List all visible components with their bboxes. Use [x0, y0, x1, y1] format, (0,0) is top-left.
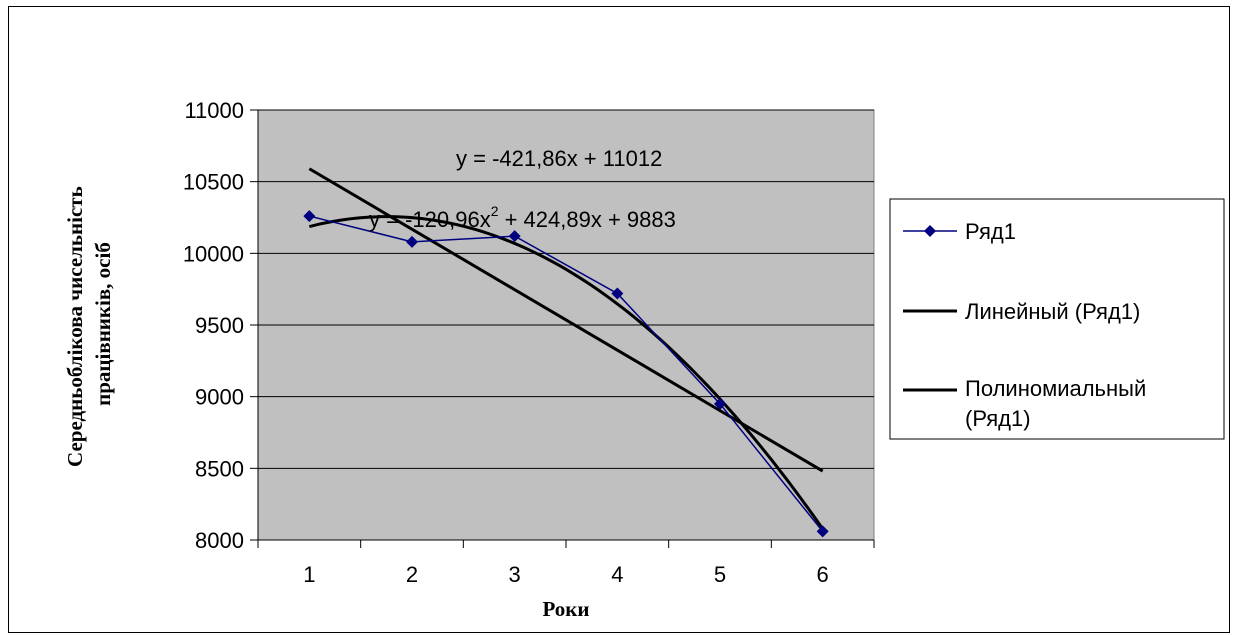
x-tick-label: 1 [303, 562, 315, 587]
series-line [309, 215, 824, 532]
gridlines [258, 109, 874, 469]
y-tick-label: 9500 [195, 313, 244, 338]
x-axis-title: Роки [542, 597, 589, 621]
x-tick-label: 6 [817, 562, 829, 587]
y-axis-title-line-1: Середньоблікова чисельність [63, 186, 87, 467]
legend-item-poly: Полиномиальный (Ряд1) [903, 376, 1152, 431]
series-markers [303, 210, 829, 538]
x-tick-label: 2 [406, 562, 418, 587]
series-lines [309, 215, 824, 532]
legend: Ряд1 Линейный (Ряд1) Полиномиальный (Ряд… [889, 198, 1225, 440]
legend-label-linear: Линейный (Ряд1) [965, 299, 1140, 324]
poly-eq-part-2: + 424,89x + 9883 [498, 207, 675, 232]
data-point-marker [303, 210, 316, 223]
legend-item-series: Ряд1 [903, 219, 1016, 244]
x-tick-label: 4 [611, 562, 623, 587]
y-tick-label: 8000 [195, 528, 244, 553]
linear-trend-equation: y = -421,86x + 11012 [456, 146, 662, 171]
legend-label-poly-line-2: (Ряд1) [965, 406, 1031, 431]
data-point-marker [406, 235, 418, 248]
y-tick-label: 10000 [183, 241, 244, 266]
data-point-marker [816, 525, 829, 538]
legend-item-linear: Линейный (Ряд1) [903, 299, 1140, 324]
data-point-marker [611, 287, 624, 300]
y-tick-label: 10500 [183, 170, 244, 195]
poly-eq-part-1: y = -120,96x [369, 207, 491, 232]
linear-trendline [308, 167, 824, 473]
poly-eq-exponent: 2 [491, 203, 499, 219]
polynomial-trendline [308, 215, 824, 530]
poly-trend-equation: y = -120,96x2 + 424,89x + 9883 [369, 203, 676, 232]
x-tick-label: 3 [509, 562, 521, 587]
trendlines [308, 167, 824, 530]
legend-label-poly-line-1: Полиномиальный [965, 376, 1146, 401]
x-tick-label: 5 [714, 562, 726, 587]
y-tick-label: 11000 [184, 98, 244, 123]
y-tick-label: 8500 [195, 456, 244, 481]
y-axis-title: Середньоблікова чисельність працівників,… [63, 181, 115, 467]
axes [250, 109, 875, 548]
legend-label-poly: Полиномиальный (Ряд1) [965, 376, 1152, 431]
y-tick-label: 9000 [195, 385, 244, 410]
x-tick-labels: 1 2 3 4 5 6 [303, 562, 829, 587]
data-point-marker [508, 230, 521, 243]
y-axis-title-line-2: працівників, осіб [91, 242, 115, 406]
legend-label-series: Ряд1 [965, 219, 1016, 244]
legend-box [889, 198, 1225, 440]
y-tick-labels: 8000 8500 9000 9500 10000 10500 11000 [183, 98, 244, 553]
data-point-marker [714, 397, 726, 410]
legend-diamond-marker [924, 225, 936, 237]
